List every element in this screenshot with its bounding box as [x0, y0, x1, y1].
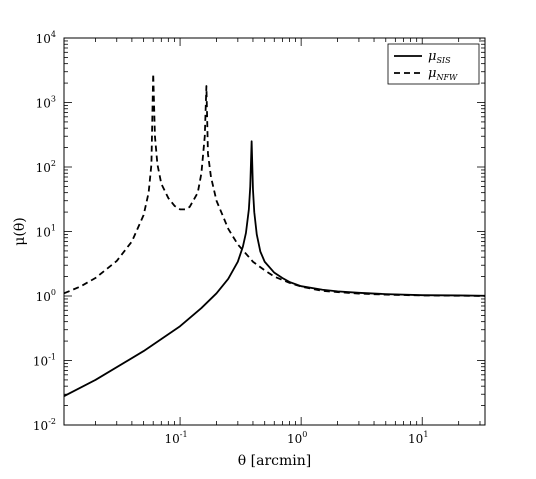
y-tick-label: 103: [36, 95, 56, 111]
y-tick-label: 104: [36, 30, 56, 46]
y-tick-label: 10-1: [33, 353, 56, 369]
series-line-1: [64, 72, 485, 297]
x-axis-label: θ [arcmin]: [238, 453, 311, 469]
plot-curves: [64, 72, 485, 397]
axis-ticks: [64, 37, 485, 426]
y-tick-label: 101: [36, 224, 56, 240]
legend-entry-1: μNFW: [428, 66, 458, 82]
x-tick-label: 10-1: [165, 430, 188, 446]
x-tick-label: 100: [287, 430, 307, 446]
y-tick-label: 100: [36, 288, 56, 304]
y-tick-label: 10-2: [33, 417, 56, 433]
y-tick-label: 102: [36, 159, 56, 175]
tick-labels: 10-1 100 101 10-2 10-1 100 101 102 103 104: [33, 30, 428, 446]
legend-entry-0: μSIS: [428, 49, 451, 65]
x-tick-label: 101: [408, 430, 428, 446]
y-axis-label: μ(θ): [12, 217, 28, 245]
series-line-0: [64, 140, 485, 397]
legend-box: [387, 43, 480, 85]
plot-frame: [63, 37, 486, 426]
